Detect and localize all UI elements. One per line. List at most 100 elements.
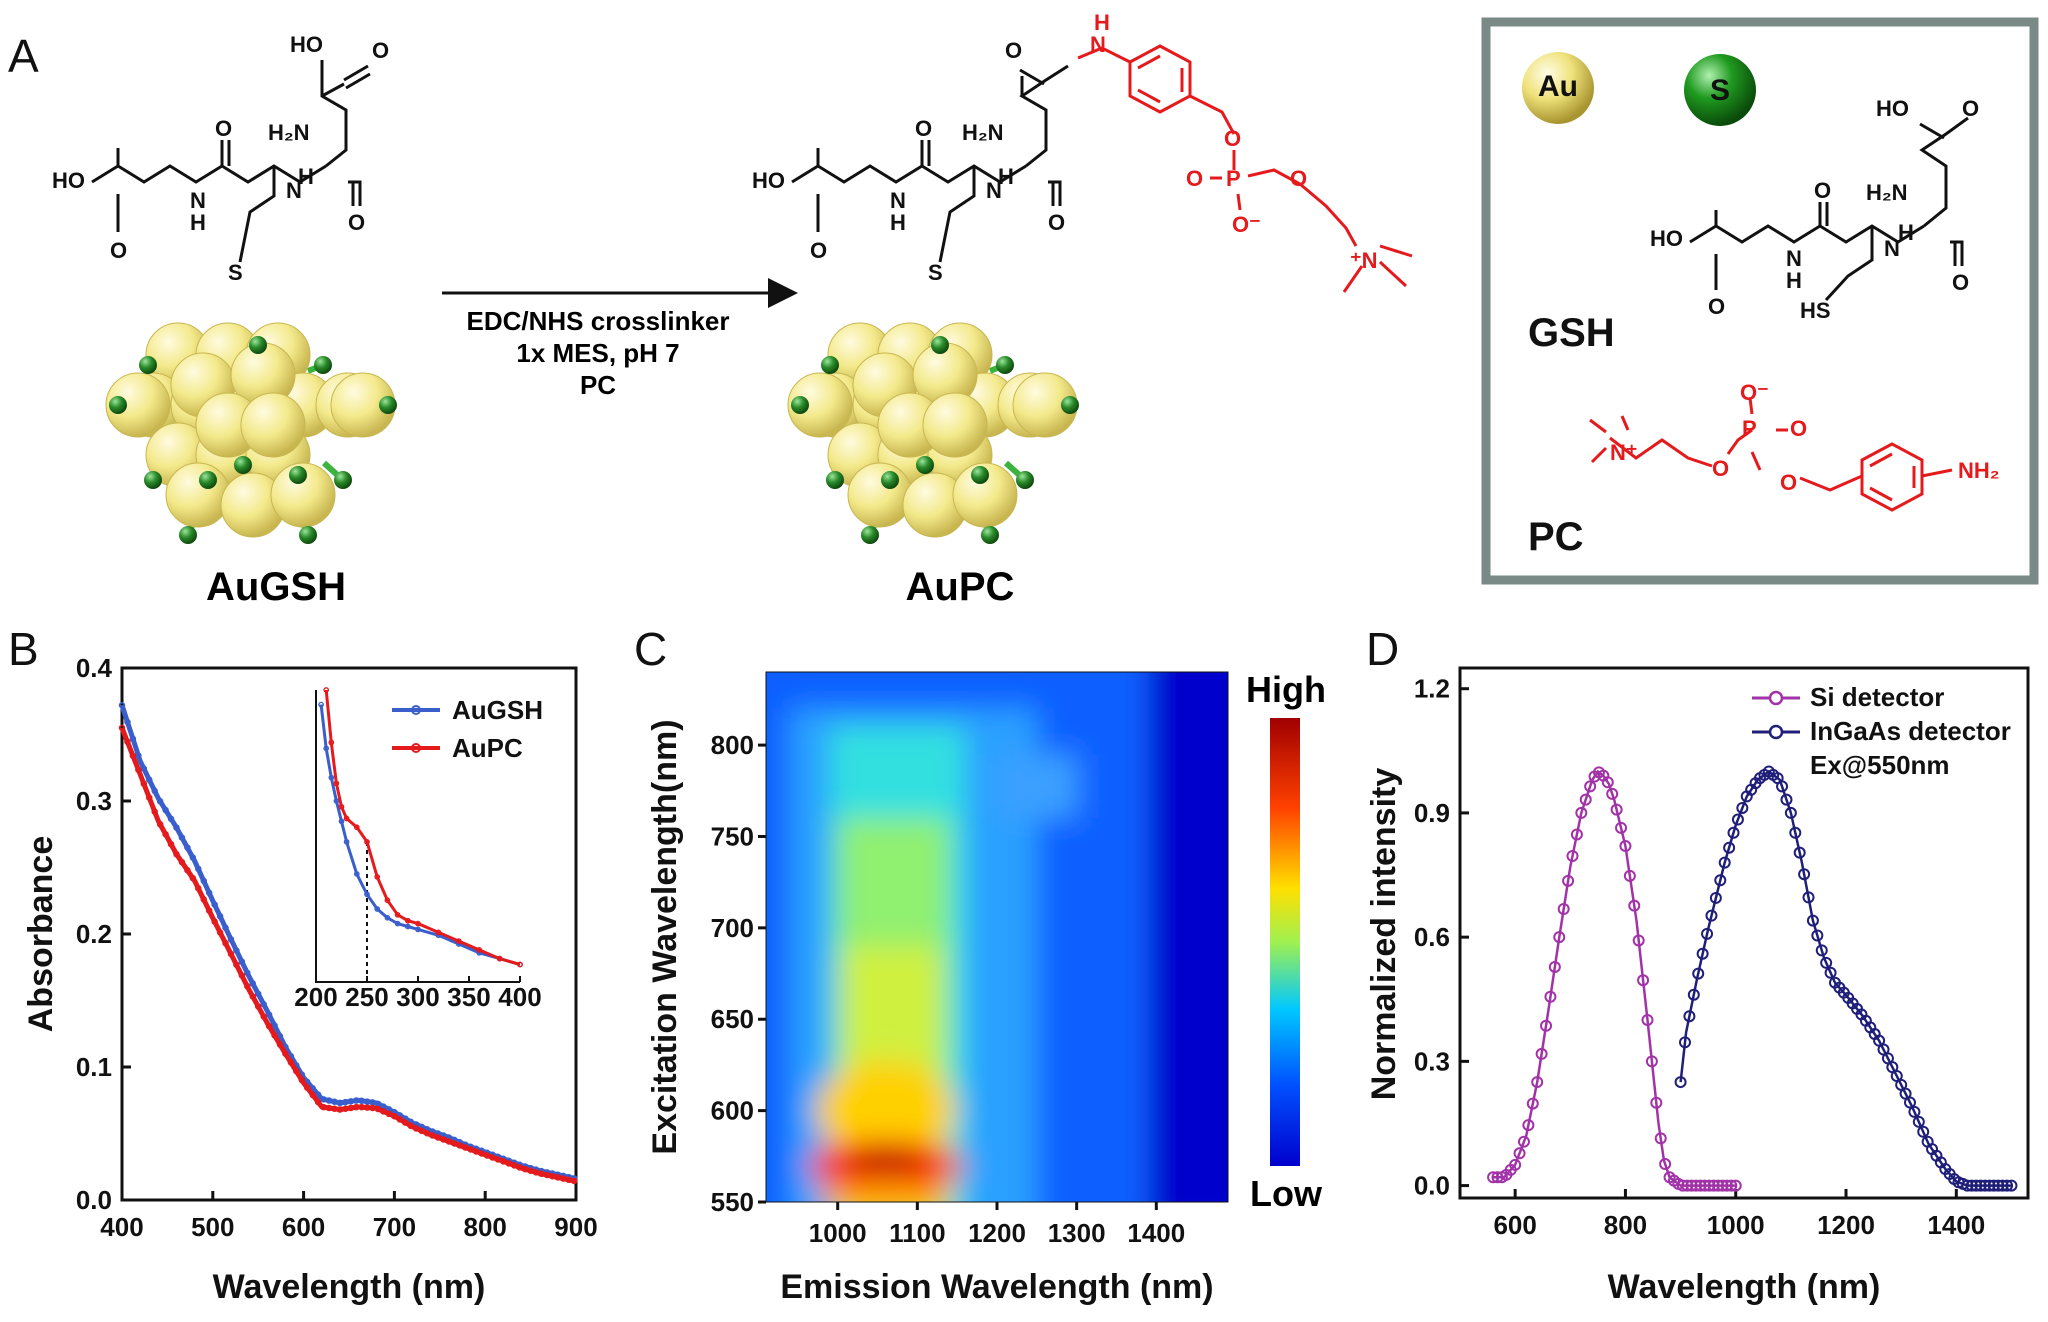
c-colorbar-low-label: Low bbox=[1250, 1173, 1323, 1214]
pc-moiety-right bbox=[1077, 44, 1413, 293]
b-y-tick-label: 0.2 bbox=[76, 919, 112, 949]
gold-atom bbox=[847, 462, 913, 528]
svg-text:O: O bbox=[1962, 96, 1979, 121]
b-inset-x-tick-label: 200 bbox=[294, 982, 337, 1012]
b-point bbox=[423, 1129, 431, 1137]
b-x-tick-label: 700 bbox=[373, 1212, 416, 1242]
c-heatmap bbox=[766, 672, 1228, 1202]
d-y-axis-title: Normalized intensity bbox=[1365, 768, 1403, 1101]
b-point bbox=[500, 1158, 507, 1165]
d-point bbox=[1548, 960, 1561, 973]
d-point bbox=[1703, 1179, 1716, 1192]
sulfur-atom bbox=[299, 526, 317, 544]
svg-text:O: O bbox=[1952, 270, 1969, 295]
d-legend-label-0: Si detector bbox=[1810, 682, 1944, 712]
d-point bbox=[1820, 956, 1833, 969]
au-sphere-label: Au bbox=[1538, 70, 1578, 103]
b-point bbox=[451, 1140, 458, 1147]
b-point bbox=[254, 1003, 262, 1010]
d-point bbox=[1623, 869, 1636, 882]
b-inset-series-1 bbox=[324, 689, 521, 966]
d-y-tick-label: 0.0 bbox=[1414, 1171, 1450, 1201]
d-point bbox=[1714, 874, 1727, 887]
b-point bbox=[156, 798, 164, 805]
gold-atom bbox=[952, 462, 1018, 528]
b-inset-point bbox=[394, 920, 401, 927]
b-point bbox=[418, 1127, 425, 1135]
b-inset-point bbox=[384, 897, 391, 904]
b-inset-point bbox=[338, 803, 345, 810]
b-point bbox=[314, 1098, 322, 1106]
c-y-tick-label: 550 bbox=[711, 1187, 754, 1217]
b-point bbox=[162, 806, 169, 814]
d-point bbox=[1531, 1076, 1544, 1089]
reaction-line-2: 1x MES, pH 7 bbox=[516, 338, 679, 368]
b-point bbox=[238, 958, 246, 965]
b-y-axis-title: Absorbance bbox=[22, 836, 60, 1033]
d-point bbox=[1716, 1179, 1729, 1192]
d-x-tick-label: 600 bbox=[1493, 1210, 1536, 1240]
b-point bbox=[303, 1084, 311, 1091]
sulfur-atom bbox=[971, 466, 989, 484]
d-point bbox=[1650, 1096, 1663, 1109]
b-inset-x-tick-label: 300 bbox=[396, 982, 439, 1012]
svg-text:HO: HO bbox=[1876, 96, 1909, 121]
b-point bbox=[233, 947, 240, 954]
b-point bbox=[135, 766, 142, 773]
sulfur-atom bbox=[179, 526, 197, 544]
b-point bbox=[189, 854, 197, 861]
svg-text:O: O bbox=[348, 210, 365, 235]
reaction-line-1: EDC/NHS crosslinker bbox=[467, 306, 730, 336]
sulfur-atom bbox=[199, 471, 217, 489]
d-point bbox=[1725, 1179, 1738, 1192]
pc-labels-right: H N O P O O⁻ O ⁺N bbox=[1090, 10, 1378, 273]
s-sphere-label: S bbox=[1710, 74, 1730, 107]
b-point bbox=[227, 936, 235, 943]
c-region-yellow bbox=[815, 1060, 956, 1161]
b-inset-point bbox=[328, 774, 335, 781]
b-inset-point bbox=[404, 923, 411, 930]
b-point bbox=[151, 787, 158, 795]
gold-atom bbox=[787, 372, 853, 438]
d-point bbox=[1707, 1179, 1720, 1192]
aupc-label: AuPC bbox=[906, 565, 1015, 609]
b-point bbox=[129, 752, 137, 760]
d-point bbox=[1784, 806, 1797, 819]
d-point bbox=[1601, 776, 1614, 789]
b-point bbox=[396, 1116, 404, 1123]
b-inset-point bbox=[384, 914, 391, 921]
d-x-tick-label: 1200 bbox=[1817, 1210, 1875, 1240]
chart-c: 1000 1100 1200 1300 1400 550 600 650 700 750 800 Ex… bbox=[646, 669, 1326, 1306]
pc-structure-box bbox=[1589, 397, 1953, 512]
d-point bbox=[1681, 1179, 1694, 1192]
b-point bbox=[118, 724, 126, 732]
b-inset-point bbox=[323, 745, 330, 752]
b-x-tick-label: 800 bbox=[464, 1212, 507, 1242]
b-point bbox=[151, 808, 158, 815]
d-point bbox=[1712, 1179, 1725, 1192]
sulfur-atom bbox=[314, 356, 332, 374]
b-point bbox=[265, 1022, 273, 1030]
b-inset-point bbox=[338, 818, 345, 825]
b-point bbox=[494, 1156, 502, 1163]
gold-atom bbox=[165, 462, 231, 528]
gsh-box-labels: HO O N H O N H O HS H₂N HO O bbox=[1650, 96, 1979, 323]
b-point bbox=[478, 1150, 485, 1157]
b-point bbox=[276, 1041, 284, 1048]
svg-text:O: O bbox=[215, 116, 232, 141]
svg-text:H: H bbox=[298, 164, 314, 189]
svg-text:O: O bbox=[1290, 166, 1307, 191]
gsh-labels-left: HO O N H O N H O H₂N HO O S bbox=[52, 32, 389, 285]
d-point bbox=[1815, 944, 1828, 957]
b-point bbox=[532, 1169, 540, 1176]
b-point bbox=[440, 1136, 447, 1143]
d-point bbox=[1723, 841, 1736, 854]
d-point bbox=[1553, 931, 1566, 944]
d-point bbox=[1615, 821, 1628, 834]
b-inset-point bbox=[415, 926, 421, 933]
b-legend-label-1: AuPC bbox=[452, 733, 523, 763]
svg-text:NH₂: NH₂ bbox=[1958, 458, 2000, 483]
d-point bbox=[1654, 1132, 1667, 1145]
d-point bbox=[1720, 1179, 1733, 1192]
